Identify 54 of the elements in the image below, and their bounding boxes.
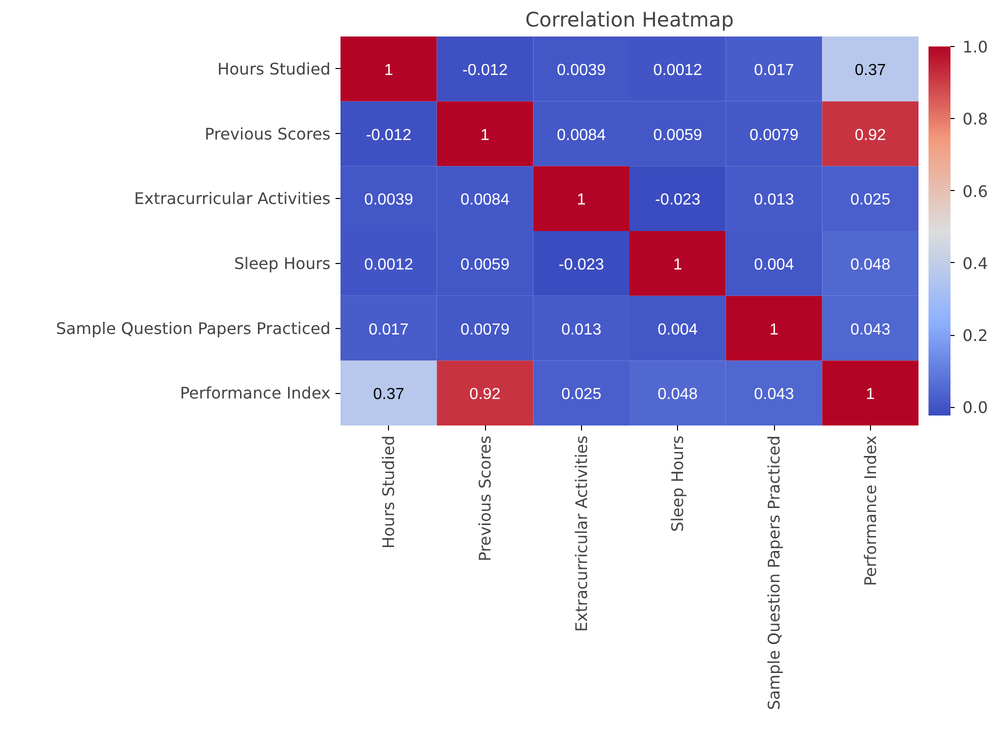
data-label: 1 xyxy=(384,62,394,79)
data-label: 0.0039 xyxy=(556,62,606,79)
data-label: -0.023 xyxy=(558,256,604,274)
color-bar-label: 0.4 xyxy=(962,254,988,273)
data-label: 0.0079 xyxy=(750,126,799,144)
data-label: 0.043 xyxy=(754,386,794,404)
data-label: 1 xyxy=(480,126,490,144)
data-label: 0.004 xyxy=(658,321,698,338)
color-bar-label: 0.6 xyxy=(962,182,988,201)
data-label: 0.37 xyxy=(854,62,886,79)
data-label: 0.0012 xyxy=(653,62,702,79)
x-tick-label: Sleep Hours xyxy=(668,436,688,532)
data-label: 0.048 xyxy=(658,386,698,404)
color-bar-label: 1.0 xyxy=(962,38,988,56)
data-label: 0.0012 xyxy=(364,256,414,274)
x-tick-label: Performance Index xyxy=(860,435,880,586)
data-label: -0.012 xyxy=(462,62,508,79)
data-label: 0.92 xyxy=(854,126,886,144)
chart-title: Correlation Heatmap xyxy=(525,8,734,32)
x-tick-label: Extracurricular Activities xyxy=(572,435,591,632)
data-label: 0.013 xyxy=(754,192,794,209)
data-label: 0.017 xyxy=(754,62,794,79)
data-label: 0.043 xyxy=(850,321,890,338)
y-tick-label: Hours Studied xyxy=(217,59,331,78)
data-label: 0.92 xyxy=(469,386,501,404)
color-bar-label: 0.8 xyxy=(962,110,988,129)
data-label: 1 xyxy=(866,386,875,404)
data-label: 0.0079 xyxy=(460,321,510,338)
data-label: -0.012 xyxy=(366,126,412,144)
color-bar-label: 0.0 xyxy=(962,398,988,418)
data-label: 1 xyxy=(770,321,779,338)
y-tick-label: Performance Index xyxy=(180,384,331,403)
data-label: 0.0039 xyxy=(364,192,414,209)
data-label: 0.048 xyxy=(850,256,890,274)
data-label: 0.017 xyxy=(368,321,409,338)
data-label: 1 xyxy=(576,192,586,209)
data-label: 0.004 xyxy=(754,256,794,274)
x-tick-label: Sample Question Papers Practiced xyxy=(764,435,784,710)
data-label: -0.023 xyxy=(654,192,700,209)
x-tick-label: Previous Scores xyxy=(476,435,494,562)
data-label: 0.37 xyxy=(373,386,404,404)
y-tick-label: Sample Question Papers Practiced xyxy=(56,318,331,338)
data-label: 1 xyxy=(673,256,682,274)
y-tick-label: Sleep Hours xyxy=(234,254,330,273)
data-label: 0.025 xyxy=(561,386,602,404)
y-tick-label: Previous Scores xyxy=(204,124,331,144)
data-label: 0.013 xyxy=(561,321,602,338)
data-label: 0.0059 xyxy=(460,256,510,274)
color-bar-label: 0.2 xyxy=(962,326,988,346)
data-label: 0.025 xyxy=(850,192,890,209)
data-label: 0.0059 xyxy=(653,126,702,144)
data-label: 0.0084 xyxy=(556,126,606,144)
y-tick-label: Extracurricular Activities xyxy=(134,189,331,208)
data-label: 0.0084 xyxy=(460,192,510,209)
